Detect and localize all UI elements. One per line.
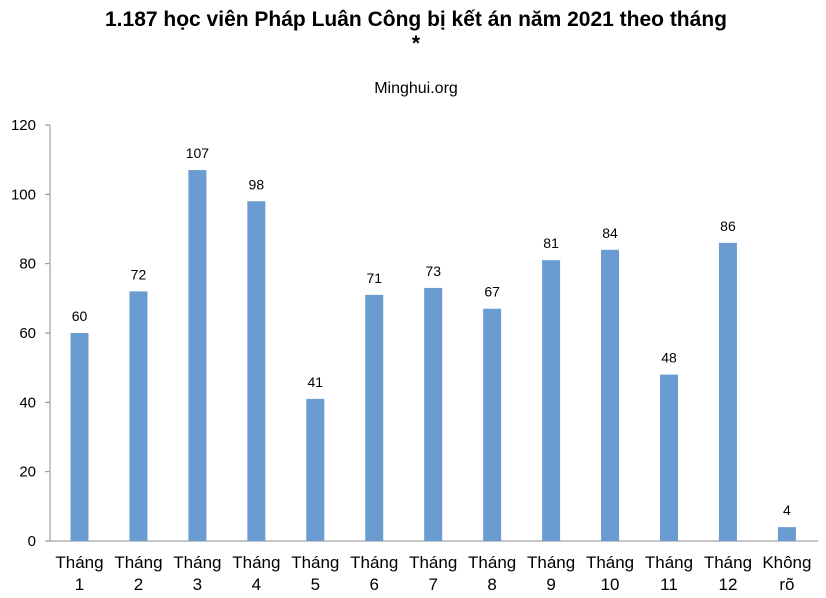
y-tick-label: 40 [19,394,36,411]
x-tick-label: Tháng [350,553,398,572]
x-tick-label: 7 [428,575,437,594]
x-tick-label: Tháng [291,553,339,572]
bar [483,308,502,541]
y-tick-label: 80 [19,256,36,273]
bar [660,374,678,541]
x-tick-label: Tháng [173,553,221,572]
data-label: 86 [720,218,736,234]
x-tick-label: 6 [370,575,379,594]
data-label: 107 [186,145,210,161]
bar [247,201,266,541]
data-label: 4 [783,502,791,518]
x-tick-label: Không [762,553,811,572]
chart-subtitle: Minghui.org [374,80,458,97]
data-label: 84 [602,225,618,241]
chart-title: 1.187 học viên Pháp Luân Công bị kết án … [0,8,826,56]
chart-title-line-2: * [411,32,421,55]
chart-title-line-1: 1.187 học viên Pháp Luân Công bị kết án … [105,8,727,31]
x-tick-label: 2 [134,575,143,594]
x-tick-label: 8 [487,575,496,594]
data-label: 81 [543,235,559,251]
x-tick-label: Tháng [527,553,575,572]
data-label: 73 [425,263,441,279]
y-tick-label: 60 [19,325,36,342]
data-label: 41 [308,374,324,390]
bar [129,291,148,541]
x-tick-label: rõ [779,575,794,594]
bar [777,527,796,541]
x-tick-label: Tháng [232,553,280,572]
data-label: 67 [484,284,500,300]
bar [542,260,561,541]
x-tick-label: Tháng [468,553,516,572]
bar [306,398,325,541]
x-tick-label: Tháng [704,553,752,572]
x-tick-label: Tháng [645,553,693,572]
bar [365,294,384,541]
data-label: 72 [131,266,147,282]
bar [70,333,89,541]
x-tick-label: Tháng [55,553,103,572]
y-tick-label: 120 [11,117,36,134]
x-tick-label: Tháng [114,553,162,572]
x-tick-label: 12 [718,575,737,594]
y-tick-label: 20 [19,464,36,481]
x-tick-label: Tháng [586,553,634,572]
x-tick-label: Tháng [409,553,457,572]
x-tick-label: 10 [601,575,620,594]
data-label: 60 [72,308,88,324]
bar [188,170,207,542]
x-tick-label: 3 [193,575,202,594]
y-tick-label: 0 [28,533,36,550]
data-label: 98 [249,176,265,192]
x-tick-label: 9 [546,575,555,594]
y-tick-label: 100 [11,186,36,203]
data-label: 48 [661,350,677,366]
bar [601,249,620,542]
x-tick-label: 5 [311,575,320,594]
bar [718,242,737,541]
data-label: 71 [366,270,382,286]
x-tick-label: 11 [660,575,678,594]
x-tick-label: 4 [252,575,261,594]
bar [424,287,443,541]
x-tick-label: 1 [75,575,84,594]
